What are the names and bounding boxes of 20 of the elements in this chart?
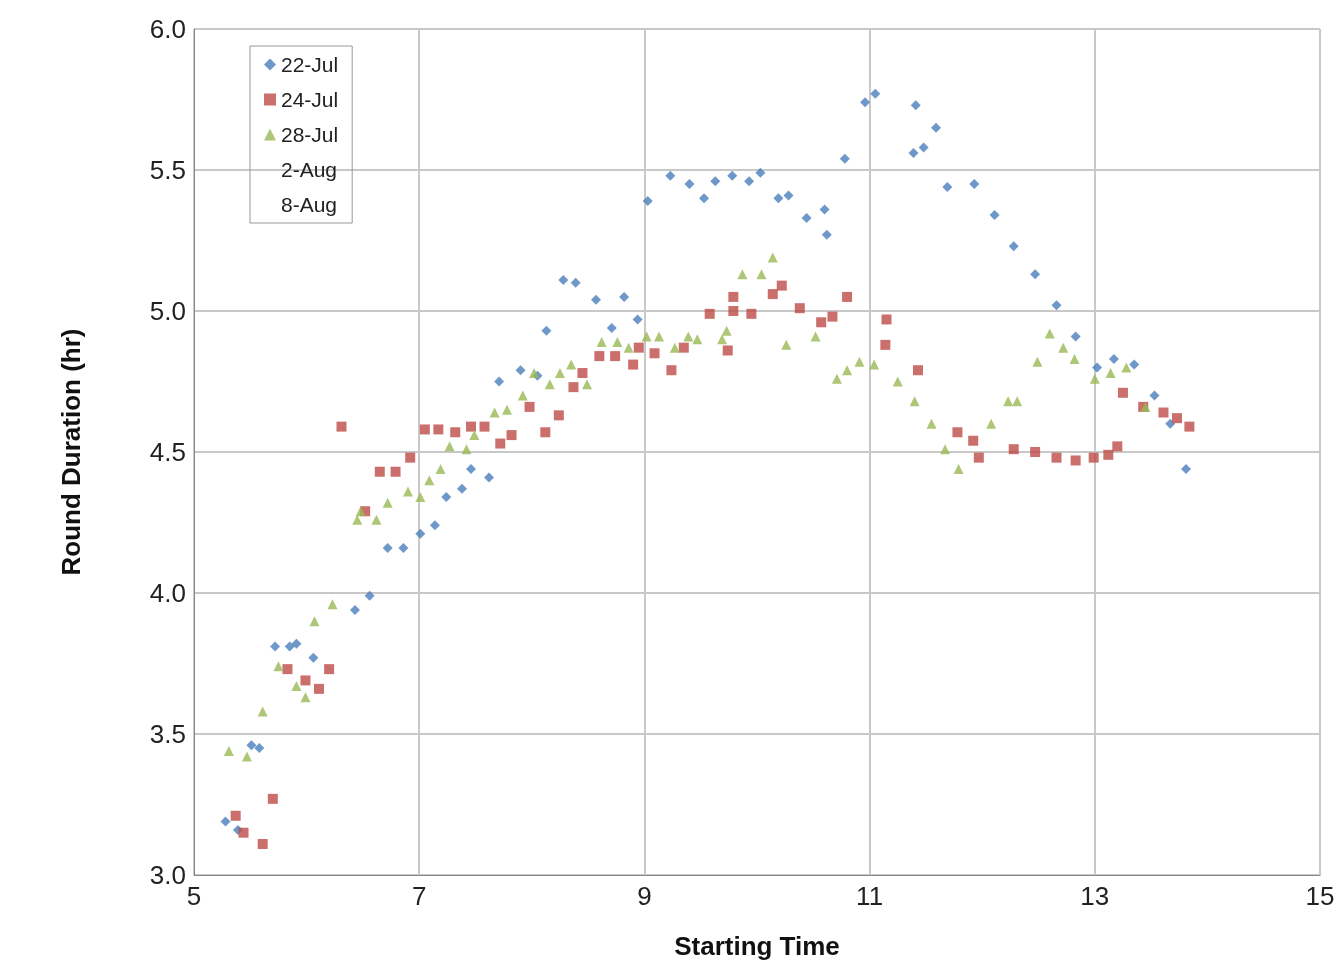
y-tick-label: 4.5 bbox=[149, 437, 186, 467]
legend-label: 24-Jul bbox=[281, 88, 339, 111]
y-tick-label: 4.0 bbox=[149, 578, 186, 608]
x-tick-label: 15 bbox=[1305, 881, 1335, 911]
y-tick-label: 3.0 bbox=[149, 860, 186, 890]
text: 8-Aug bbox=[281, 193, 338, 216]
x-tick-label: 13 bbox=[1080, 881, 1110, 911]
y-tick-label: 5.5 bbox=[149, 155, 186, 185]
text: 2-Aug bbox=[281, 158, 338, 181]
x-tick-label: 7 bbox=[411, 881, 427, 911]
legend-label: 22-Jul bbox=[281, 53, 339, 76]
y-tick-label: 5.0 bbox=[149, 296, 186, 326]
x-tick-label: 9 bbox=[637, 881, 652, 911]
y-tick-label: 3.5 bbox=[149, 719, 186, 749]
legend-label: 28-Jul bbox=[281, 123, 339, 146]
y-tick-label: 6.0 bbox=[149, 14, 186, 44]
x-axis-title: Starting Time bbox=[674, 931, 840, 961]
x-tick-label: 5 bbox=[186, 881, 202, 911]
x-tick-label: 11 bbox=[856, 881, 884, 911]
y-axis-title: Round Duration (hr) bbox=[56, 328, 86, 576]
